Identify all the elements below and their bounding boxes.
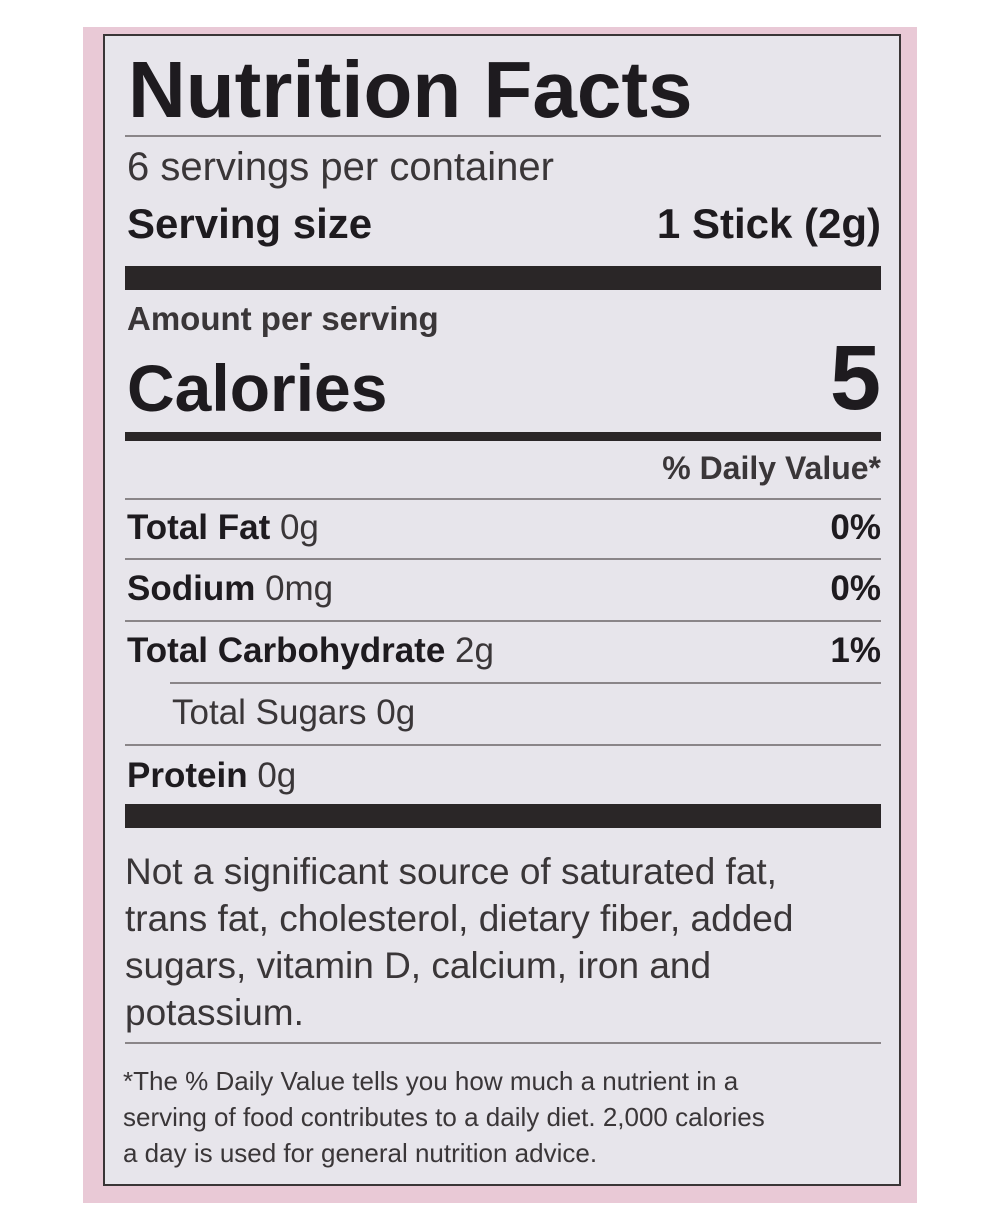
thick-bar — [125, 804, 881, 828]
statement-line: Not a significant source of saturated fa… — [125, 851, 777, 892]
nutrient-row-carbohydrate: Total Carbohydrate 2g — [127, 631, 494, 671]
statement-line: trans fat, cholesterol, dietary fiber, a… — [125, 898, 794, 939]
footnote: *The % Daily Value tells you how much a … — [123, 1063, 765, 1171]
nutrient-amount: 0g — [257, 756, 297, 795]
nutrient-dv: 0% — [830, 569, 881, 608]
nutrient-amount: 0g — [376, 693, 416, 732]
nutrient-row-protein: Protein 0g — [127, 756, 296, 796]
nutrient-row-sugars: Total Sugars 0g — [172, 693, 415, 733]
nutrient-label: Total Fat — [127, 508, 271, 547]
footnote-line: *The % Daily Value tells you how much a … — [123, 1066, 739, 1096]
amount-per-serving: Amount per serving — [127, 300, 439, 337]
nutrient-label: Sodium — [127, 569, 256, 608]
medium-bar — [125, 432, 881, 441]
calories-label: Calories — [127, 351, 388, 425]
nutrient-label: Total Carbohydrate — [127, 631, 446, 670]
nutrient-label: Total Sugars — [172, 693, 367, 732]
divider — [125, 498, 881, 500]
divider — [125, 558, 881, 560]
nutrient-dv: 0% — [830, 508, 881, 547]
nutrient-row-sodium: Sodium 0mg — [127, 569, 333, 609]
divider — [125, 620, 881, 622]
nutrient-amount: 0mg — [265, 569, 334, 608]
statement-line: potassium. — [125, 992, 304, 1033]
not-significant-statement: Not a significant source of saturated fa… — [125, 848, 793, 1036]
thick-bar — [125, 266, 881, 290]
serving-size-value: 1 Stick (2g) — [656, 200, 881, 247]
calories-value: 5 — [829, 327, 881, 429]
nutrient-row-total-fat: Total Fat 0g — [127, 508, 319, 548]
footnote-line: serving of food contributes to a daily d… — [123, 1102, 765, 1132]
nutrition-label — [103, 34, 901, 1186]
nutrient-amount: 2g — [455, 631, 494, 670]
nutrient-amount: 0g — [279, 508, 319, 547]
statement-line: sugars, vitamin D, calcium, iron and — [125, 945, 712, 986]
divider — [125, 1042, 881, 1044]
daily-value-header: % Daily Value* — [662, 450, 881, 486]
servings-per-container: 6 servings per container — [127, 145, 554, 189]
nutrient-label: Protein — [127, 756, 248, 795]
nutrient-dv: 1% — [830, 631, 881, 670]
divider — [125, 744, 881, 746]
label-title: Nutrition Facts — [128, 45, 693, 134]
serving-size-label: Serving size — [127, 200, 373, 247]
footnote-line: a day is used for general nutrition advi… — [123, 1138, 598, 1168]
divider — [170, 682, 881, 684]
divider — [125, 135, 881, 137]
